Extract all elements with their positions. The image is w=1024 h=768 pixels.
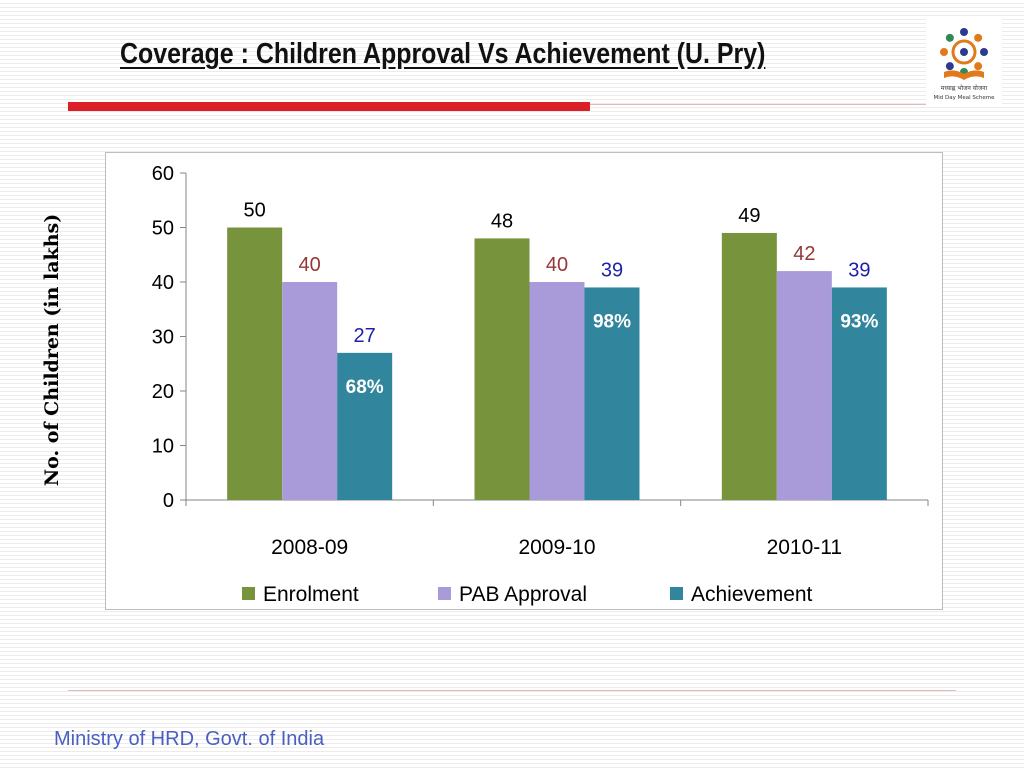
achievement-percent-label: 93% <box>840 311 878 332</box>
x-tick-label: 2008-09 <box>271 536 348 559</box>
legend-label: PAB Approval <box>459 583 587 606</box>
y-tick-label: 0 <box>163 490 174 512</box>
footer-divider-line <box>68 690 956 691</box>
y-tick-label: 30 <box>152 327 174 349</box>
bar <box>776 271 832 500</box>
data-label: 48 <box>491 210 513 232</box>
x-tick-label: 2009-10 <box>518 536 595 559</box>
bar <box>474 238 530 500</box>
data-label: 49 <box>738 205 760 227</box>
y-tick-label: 50 <box>152 218 174 240</box>
data-label: 42 <box>793 243 815 265</box>
achievement-percent-label: 68% <box>346 377 384 398</box>
slide-title: Coverage : Children Approval Vs Achievem… <box>120 38 766 70</box>
chart-frame: 0 10 20 30 40 50 60 50 40 27 68% 2008-09 48 40 39 98% 20… <box>105 152 943 610</box>
data-label: 39 <box>848 259 870 281</box>
legend-swatch <box>438 587 451 600</box>
data-label: 40 <box>299 254 321 276</box>
logo-person-icon <box>980 48 988 56</box>
logo-person-icon <box>974 62 983 71</box>
achievement-percent-label: 98% <box>593 311 631 332</box>
legend-swatch <box>670 587 683 600</box>
logo-person-icon <box>960 28 968 36</box>
bar <box>282 282 338 500</box>
data-label: 27 <box>354 325 376 347</box>
data-label: 40 <box>546 254 568 276</box>
x-tick-label: 2010-11 <box>767 536 843 559</box>
logo-person-icon <box>974 33 983 42</box>
legend-label: Achievement <box>691 583 813 606</box>
data-label: 50 <box>244 200 266 222</box>
footer-text: Ministry of HRD, Govt. of India <box>54 728 325 750</box>
y-tick-label: 10 <box>152 436 174 458</box>
data-label: 39 <box>601 259 623 281</box>
legend-label: Enrolment <box>263 583 359 606</box>
bar-chart: 0 10 20 30 40 50 60 50 40 27 68% 2008-09 48 40 39 98% 20… <box>152 163 929 606</box>
bar <box>337 352 393 500</box>
logo-caption: मध्याह्न भोजन योजना <box>941 84 988 92</box>
y-tick-label: 60 <box>152 163 174 185</box>
legend-swatch <box>242 587 255 600</box>
y-tick-label: 40 <box>152 272 174 294</box>
logo-person-icon <box>945 62 954 71</box>
y-axis-title: No. of Children (in lakhs) <box>41 213 63 487</box>
title-divider-line <box>590 104 960 105</box>
bar <box>584 287 640 500</box>
logo-person-icon <box>945 33 954 42</box>
bar <box>529 282 585 500</box>
bar <box>227 227 283 500</box>
bar <box>721 232 777 500</box>
logo-person-icon <box>940 48 948 56</box>
mid-day-meal-logo: मध्याह्न भोजन योजना Mid Day Meal Scheme <box>926 16 1002 106</box>
y-tick-label: 20 <box>152 381 174 403</box>
bar <box>831 287 887 500</box>
title-accent-bar <box>68 102 590 111</box>
logo-subcaption: Mid Day Meal Scheme <box>933 95 995 101</box>
